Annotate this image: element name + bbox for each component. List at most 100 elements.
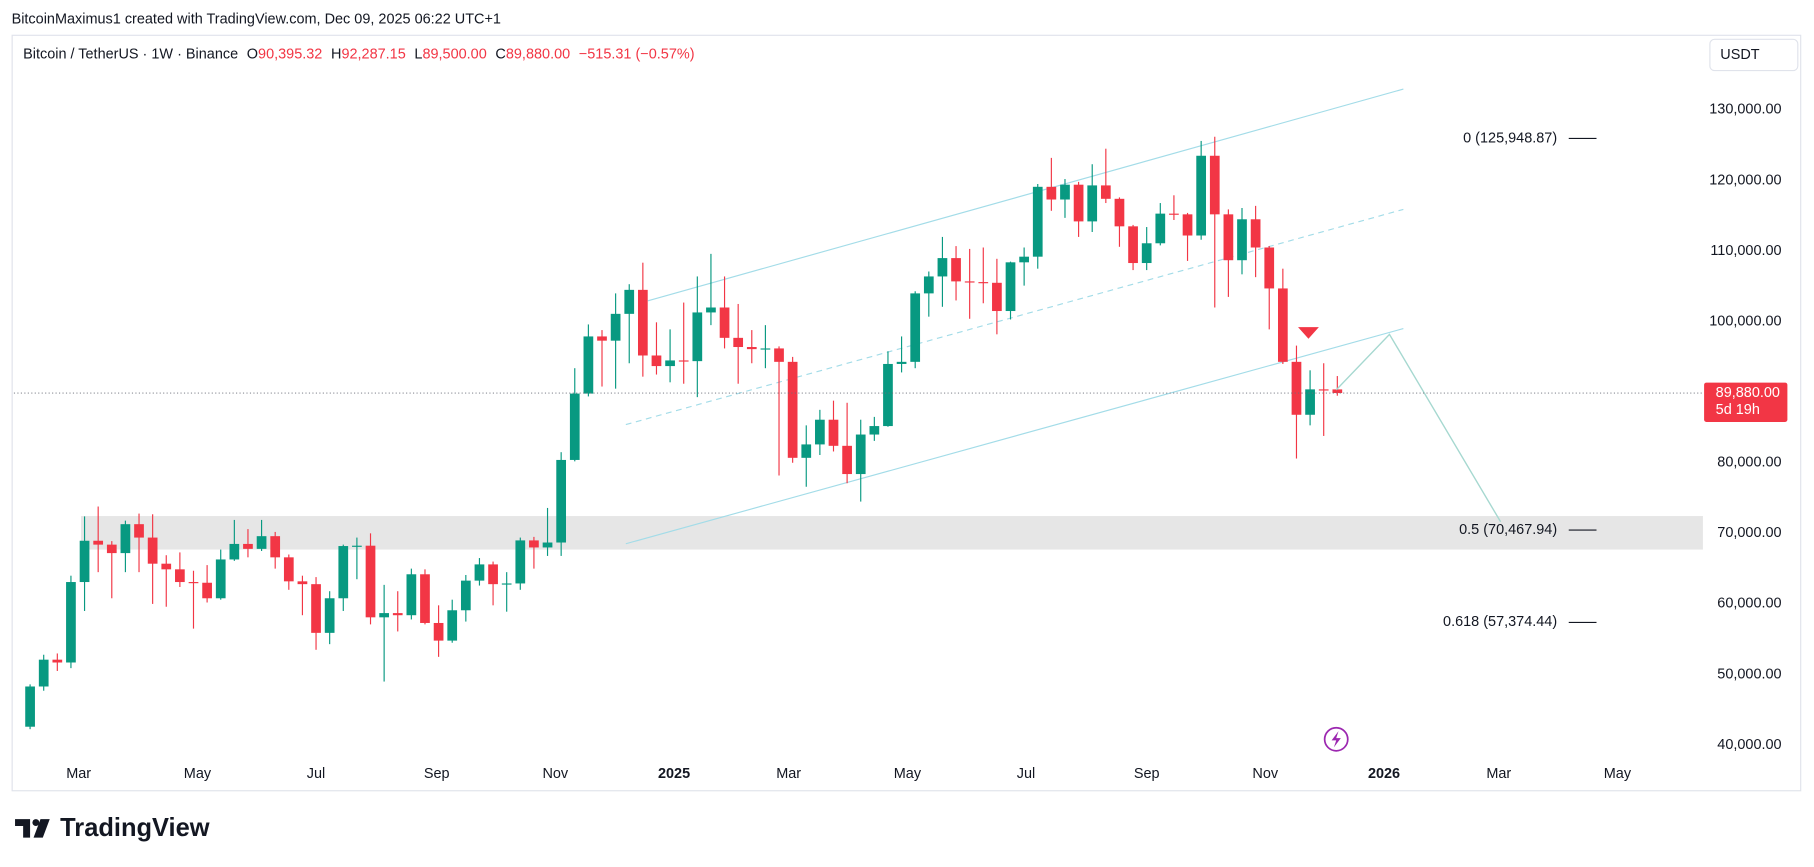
candle-body (52, 659, 63, 663)
candle-body (883, 363, 893, 427)
ohlc-key: H (331, 46, 341, 62)
candle-body (1277, 288, 1288, 362)
candle-body (746, 347, 757, 350)
logo-mark (33, 819, 50, 838)
candle-body (978, 282, 989, 284)
candle-body (134, 524, 144, 538)
logo-mark (15, 819, 31, 838)
candle-body (1169, 213, 1179, 215)
candle-body (1332, 389, 1343, 394)
ohlc-value: 89,500.00 (422, 46, 486, 62)
candle-body (324, 598, 335, 633)
candle-body (801, 444, 812, 458)
symbol: Bitcoin / TetherUS · 1W · Binance (23, 46, 238, 62)
candle-body (79, 540, 90, 583)
candle-body (992, 282, 1002, 312)
fib-label: 0.5 (70,467.94) (1459, 522, 1557, 538)
candle-body (188, 582, 199, 584)
ohlc-value: 92,287.15 (341, 46, 405, 62)
ohlc-value: 90,395.32 (258, 46, 322, 62)
candle-body (815, 419, 825, 445)
candle-body (651, 355, 662, 367)
y-tick-label: 60,000.00 (1717, 596, 1781, 612)
candle-body (1032, 186, 1043, 257)
x-tick-label: Jul (1017, 766, 1035, 782)
candle-body (1087, 185, 1098, 222)
x-tick-label: Jul (307, 766, 325, 782)
candle-body (1182, 214, 1193, 236)
candle-body (678, 360, 689, 362)
candle-body (175, 569, 185, 583)
candle-body (529, 540, 539, 548)
candle-body (66, 582, 76, 663)
candle-body (283, 557, 294, 582)
candle-body (597, 336, 607, 341)
candle-body (120, 524, 131, 554)
legend: Bitcoin / TetherUS · 1W · Binance O90,39… (23, 46, 694, 62)
channel-line (625, 327, 1404, 545)
x-tick-label: Sep (1134, 766, 1160, 782)
candle-body (1223, 214, 1234, 261)
channel-line (647, 88, 1404, 302)
y-tick-label: 80,000.00 (1717, 455, 1781, 471)
candle-body (624, 289, 635, 314)
candle-body (1264, 247, 1275, 289)
candle-body (569, 393, 580, 460)
candle-body (733, 337, 744, 348)
y-tick-label: 70,000.00 (1717, 525, 1781, 541)
candle-body (665, 360, 675, 367)
y-tick-label: 120,000.00 (1709, 172, 1781, 188)
candle-body (1291, 361, 1302, 415)
countdown: 5d 19h (1716, 402, 1760, 418)
currency-button[interactable] (1709, 38, 1799, 72)
change: −515.31 (−0.57%) (579, 46, 695, 62)
candle-body (270, 536, 281, 558)
x-tick-label: May (184, 766, 212, 782)
candle-body (637, 289, 648, 356)
candle-body (25, 686, 35, 727)
candle-body (297, 581, 308, 585)
logo-dot (32, 819, 40, 827)
candle-body (910, 293, 921, 362)
candle-body (923, 276, 934, 294)
candle-body (147, 537, 158, 564)
candle-body (787, 361, 798, 458)
candle-body (447, 610, 458, 641)
candle-body (338, 546, 349, 599)
pane: 0 (125,948.87) 0.5 (70,467.94) 0.618 (57,3… (13, 88, 1703, 730)
candle-body (1005, 262, 1016, 312)
y-tick-label: 100,000.00 (1709, 313, 1781, 329)
candle-body (38, 659, 49, 687)
lightning (1331, 731, 1341, 748)
candle-body (1073, 184, 1084, 222)
candle-body (556, 459, 567, 543)
candle-body (760, 348, 771, 350)
candle-body (1237, 219, 1247, 261)
ohlc-key: O (247, 46, 258, 62)
y-tick-label: 50,000.00 (1717, 666, 1781, 682)
candle-body (433, 622, 444, 641)
candle-body (474, 564, 485, 581)
x-tick-label: Sep (424, 766, 450, 782)
candle-body (311, 584, 321, 633)
candle-body (1155, 213, 1166, 244)
candle-body (93, 540, 104, 545)
candle-body (1318, 389, 1329, 391)
support-zone (81, 516, 1703, 550)
candle-body (1060, 184, 1070, 200)
candle-body (229, 543, 240, 560)
candle-body (352, 545, 362, 547)
y-tick-label: 40,000.00 (1717, 737, 1781, 753)
y-tick-label: 130,000.00 (1709, 102, 1781, 118)
candle-body (828, 419, 839, 446)
ohlc-key: C (495, 46, 505, 62)
candle-body (256, 536, 267, 549)
candle-body (719, 307, 730, 338)
candle-body (392, 613, 403, 616)
candle-body (1114, 198, 1125, 227)
candle-body (869, 426, 880, 435)
currency[interactable]: USDT (1720, 47, 1760, 63)
x-tick-label: Mar (66, 766, 91, 782)
candle-body (215, 559, 226, 599)
x-tick-label: May (1604, 766, 1632, 782)
